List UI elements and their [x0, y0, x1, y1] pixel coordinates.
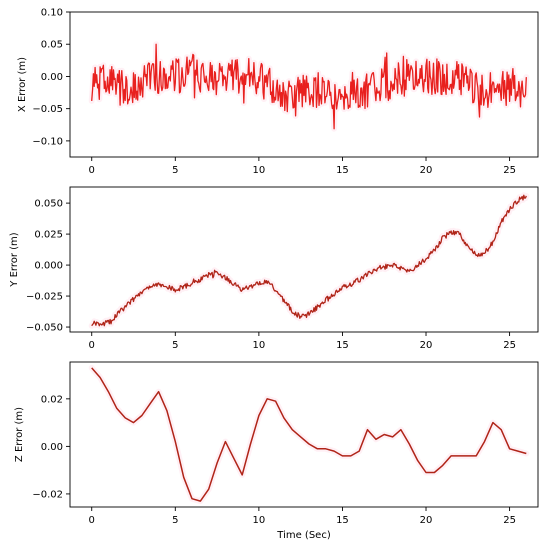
y-tick-label: 0.000: [34, 261, 63, 272]
y-axis-label: Z Error (m): [14, 407, 25, 462]
x-tick-label: 25: [503, 165, 516, 176]
x-tick-label: 5: [172, 515, 178, 526]
x-tick-label: 5: [172, 340, 178, 351]
x-tick-label: 10: [253, 165, 266, 176]
y-axis-label: X Error (m): [17, 57, 28, 112]
x-tick-label: 25: [503, 340, 516, 351]
y-tick-label: 0.00: [41, 442, 63, 453]
x-tick-label: 15: [336, 340, 349, 351]
series-line: [91, 367, 527, 502]
y-axis-label: Y Error (m): [9, 232, 20, 287]
plot-frame: [69, 11, 539, 158]
x-tick-label: 15: [336, 515, 349, 526]
x-tick-label: 10: [253, 340, 266, 351]
x-tick-label: 0: [89, 165, 95, 176]
panel-y-error: Y Error (m) 0 5 10 15 20 25 −0.050 −0.025 0.000 0…: [9, 186, 539, 351]
y-tick-label: −0.025: [26, 292, 63, 303]
y-tick-label: 0.02: [41, 394, 63, 405]
y-tick-label: 0.00: [41, 72, 63, 83]
y-tick-label: 0.050: [34, 199, 63, 210]
y-tick-label: −0.050: [26, 323, 63, 334]
y-tick-label: −0.10: [32, 136, 63, 147]
y-tick-label: −0.02: [32, 489, 63, 500]
series-line: [91, 43, 527, 130]
y-tick-label: 0.025: [34, 230, 63, 241]
x-axis-label: Time (Sec): [276, 530, 331, 541]
x-tick-label: 5: [172, 165, 178, 176]
x-tick-label: 0: [89, 515, 95, 526]
series-line-highlight: [88, 192, 530, 329]
x-tick-label: 20: [420, 165, 433, 176]
panel-z-error: Z Error (m) Time (Sec) 0 5 10 15 20 25 −0.02 0.…: [14, 361, 539, 541]
x-tick-label: 20: [420, 515, 433, 526]
series-line: [91, 194, 527, 327]
x-tick-label: 25: [503, 515, 516, 526]
x-tick-label: 10: [253, 515, 266, 526]
plot-frame: [69, 361, 539, 508]
plot-frame: [69, 186, 539, 333]
y-tick-label: 0.10: [41, 8, 63, 19]
x-tick-label: 20: [420, 340, 433, 351]
x-tick-label: 15: [336, 165, 349, 176]
y-tick-label: −0.05: [32, 104, 63, 115]
y-tick-label: 0.05: [41, 40, 63, 51]
series-line-highlight: [88, 364, 530, 505]
panel-x-error: X Error (m) 0 5 10 15 20 25 −0.10 −0.05 0.00 0.05…: [17, 8, 539, 176]
x-tick-label: 0: [89, 340, 95, 351]
